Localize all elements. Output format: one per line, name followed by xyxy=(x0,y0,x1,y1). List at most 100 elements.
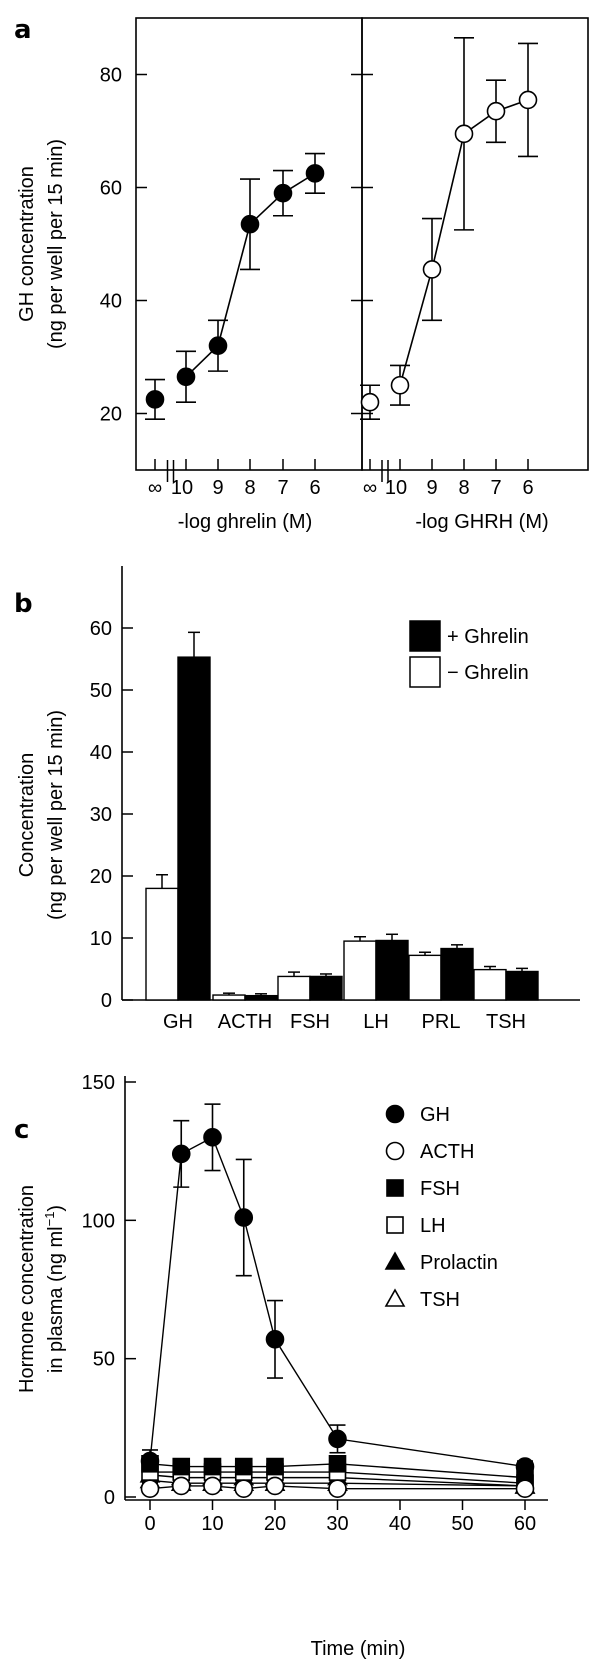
panel-c-legend-marker-tsh xyxy=(384,1288,406,1307)
panel-b-y-tick-label: 0 xyxy=(101,990,112,1012)
panel-c-legend-label-prolactin: Prolactin xyxy=(420,1252,498,1274)
panel-b-y-tick-label: 10 xyxy=(90,928,112,950)
panel-c-x-tick-label: 50 xyxy=(451,1513,473,1535)
panel-b-category-label: ACTH xyxy=(218,1011,272,1033)
panel-b-bar xyxy=(343,940,377,1001)
panel-c-marker-fsh xyxy=(266,1457,284,1476)
panel-c-marker-fsh xyxy=(172,1457,191,1476)
panel-a-left-x-axis-label: -log ghrelin (M) xyxy=(178,511,312,533)
panel-b-y-axis-label-line2: (ng per well per 15 min) xyxy=(45,710,67,920)
panel-c-marker-acth xyxy=(234,1479,254,1498)
panel-c-marker-gh xyxy=(515,1457,535,1476)
legend-label-plus-ghrelin: + Ghrelin xyxy=(447,626,529,648)
panel-b-bar xyxy=(244,994,278,1001)
panel-b: Concentration (ng per well per 15 min) 0… xyxy=(16,566,580,1033)
panel-b-bar xyxy=(473,968,507,1001)
panel-c-legend-marker-acth xyxy=(385,1141,405,1161)
panel-b-category-label: TSH xyxy=(486,1011,526,1033)
panel-b-bar xyxy=(277,975,311,1001)
panel-c-x-axis-label: Time (min) xyxy=(311,1638,406,1660)
panel-c-marker-acth xyxy=(265,1476,285,1496)
panel-a-left-x-tick-label: 9 xyxy=(212,477,223,499)
panel-a-right-marker xyxy=(486,101,506,121)
panel-c-marker-acth xyxy=(515,1479,535,1498)
panel-c-marker-gh xyxy=(265,1330,285,1349)
panel-a-y-tick-label: 40 xyxy=(100,291,122,313)
panel-c-x-tick-label: 10 xyxy=(201,1513,223,1535)
panel-b-bar xyxy=(440,947,474,1001)
panel-c-y-axis-label-sup: −1 xyxy=(42,1212,57,1227)
panel-c-marker-acth xyxy=(140,1479,160,1498)
panel-a-right-marker xyxy=(518,90,538,110)
panel-c-series-line-gh xyxy=(149,1136,526,1468)
panel-b-y-axis-label-line1: Concentration xyxy=(16,753,38,878)
panel-c-legend-marker-prolactin xyxy=(384,1251,406,1270)
panel-a-right-marker xyxy=(390,375,410,395)
panel-b-label: b xyxy=(14,589,33,619)
panel-c-marker-fsh xyxy=(328,1455,347,1473)
panel-b-category-label: GH xyxy=(163,1011,193,1033)
panel-b-y-tick-label: 30 xyxy=(90,804,112,826)
panel-b-bar xyxy=(212,994,246,1001)
panel-b-y-tick-label: 20 xyxy=(90,866,112,888)
panel-a-y-tick-label: 80 xyxy=(100,65,122,87)
panel-c-marker-fsh xyxy=(203,1457,222,1476)
panel-c-y-tick-label: 50 xyxy=(93,1349,115,1371)
panel-b-category-label: FSH xyxy=(290,1011,330,1033)
panel-c-y-axis-label-line2: in plasma (ng ml−1) xyxy=(42,1205,67,1373)
panel-a-left-x-tick-label: 6 xyxy=(309,477,320,499)
panel-a-right-x-tick-label: 6 xyxy=(522,477,533,499)
panel-a-left-x-tick-label: ∞ xyxy=(148,477,162,499)
legend-swatch-minus-ghrelin xyxy=(409,656,441,688)
panel-c-y-axis-label-line1: Hormone concentration xyxy=(16,1185,38,1393)
panel-a-right-x-tick-label: 10 xyxy=(385,477,407,499)
panel-a-right-marker xyxy=(360,392,380,412)
panel-a-left-frame xyxy=(135,17,363,471)
panel-c: Hormone concentration in plasma (ng ml−1… xyxy=(16,1072,548,1660)
panel-c-legend-label-gh: GH xyxy=(420,1104,450,1126)
panel-b-bar xyxy=(309,975,343,1001)
panel-a-label: a xyxy=(14,15,32,45)
panel-b-bar xyxy=(145,887,179,1001)
panel-a-right-frame xyxy=(361,17,589,471)
panel-c-x-tick-label: 40 xyxy=(389,1513,411,1535)
panel-b-y-tick-label: 50 xyxy=(90,680,112,702)
panel-a: GH concentration (ng per well per 15 min… xyxy=(16,17,589,533)
panel-a-right-marker xyxy=(422,260,442,279)
panel-c-marker-gh xyxy=(171,1144,191,1164)
panel-b-y-tick-label: 40 xyxy=(90,742,112,764)
panel-a-left-marker xyxy=(305,164,325,183)
panel-a-left-x-tick-label: 7 xyxy=(277,477,288,499)
panel-c-legend-label-fsh: FSH xyxy=(420,1178,460,1200)
panel-c-x-tick-label: 30 xyxy=(326,1513,348,1535)
panel-b-bar xyxy=(505,970,539,1001)
panel-c-marker-gh xyxy=(234,1208,254,1227)
legend-swatch-plus-ghrelin xyxy=(409,620,441,652)
panel-c-marker-acth xyxy=(203,1476,222,1496)
panel-a-y-tick-label: 60 xyxy=(100,178,122,200)
panel-a-right-x-tick-label: 7 xyxy=(490,477,501,499)
panel-a-y-tick-label: 20 xyxy=(100,404,122,426)
panel-c-x-tick-label: 0 xyxy=(144,1513,155,1535)
panel-b-bar xyxy=(375,939,409,1001)
panel-c-y-axis-label-main: in plasma (ng ml xyxy=(45,1226,67,1373)
panel-a-left-x-tick-label: 10 xyxy=(171,477,193,499)
panel-c-legend-label-lh: LH xyxy=(420,1215,446,1237)
panel-b-y-tick-label: 60 xyxy=(90,618,112,640)
panel-a-y-axis-label-line2: (ng per well per 15 min) xyxy=(45,139,67,349)
panel-c-x-tick-label: 20 xyxy=(264,1513,286,1535)
panel-b-bar xyxy=(177,656,211,1001)
panel-c-marker-fsh xyxy=(234,1457,253,1476)
panel-c-legend-label-tsh: TSH xyxy=(420,1289,460,1311)
panel-c-legend-label-acth: ACTH xyxy=(420,1141,474,1163)
panel-b-bar xyxy=(408,954,442,1001)
panel-a-right-x-tick-label: 9 xyxy=(426,477,437,499)
panel-c-legend-marker-gh xyxy=(385,1104,405,1124)
panel-a-right-x-axis-label: -log GHRH (M) xyxy=(415,511,548,533)
panel-c-y-tick-label: 0 xyxy=(104,1487,115,1509)
panel-a-left-marker xyxy=(240,214,260,234)
panel-a-left-marker xyxy=(273,183,293,203)
panel-c-label: c xyxy=(14,1115,29,1145)
panel-c-y-axis-label-close: ) xyxy=(45,1205,67,1212)
